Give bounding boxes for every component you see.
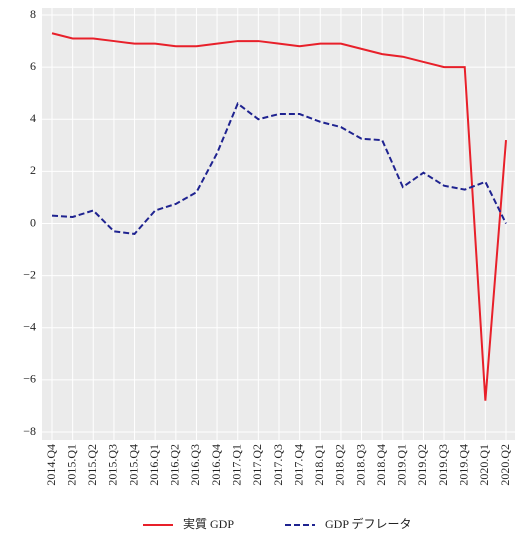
x-tick-label: 2018.Q3 — [353, 444, 367, 486]
data-line — [51, 32, 507, 401]
x-tick-label: 2020.Q2 — [498, 444, 512, 486]
y-tick-label: −2 — [23, 267, 36, 281]
x-tick-label: 2019.Q3 — [436, 444, 450, 486]
x-tick-label: 2014.Q4 — [44, 444, 58, 486]
x-tick-label: 2019.Q2 — [415, 444, 429, 486]
y-tick-label: −4 — [23, 320, 36, 334]
x-tick-label: 2018.Q1 — [312, 444, 326, 486]
legend-label: 実質 GDP — [183, 516, 234, 531]
x-tick-label: 2016.Q2 — [168, 444, 182, 486]
x-tick-label: 2018.Q4 — [374, 444, 388, 486]
x-tick-label: 2017.Q4 — [291, 444, 305, 486]
y-tick-label: 0 — [30, 215, 36, 229]
x-tick-label: 2015.Q4 — [126, 444, 140, 486]
x-tick-label: 2019.Q4 — [456, 444, 470, 486]
x-tick-label: 2017.Q3 — [271, 444, 285, 486]
x-tick-label: 2017.Q1 — [229, 444, 243, 486]
y-tick-label: 4 — [30, 111, 36, 125]
legend-label: GDP デフレータ — [325, 516, 412, 531]
data-line — [51, 102, 507, 235]
y-tick-label: −6 — [23, 372, 36, 386]
x-tick-label: 2016.Q3 — [188, 444, 202, 486]
y-tick-label: −8 — [23, 424, 36, 438]
x-tick-label: 2015.Q1 — [64, 444, 78, 486]
x-tick-label: 2016.Q4 — [209, 444, 223, 486]
y-tick-label: 6 — [30, 59, 36, 73]
x-tick-label: 2018.Q2 — [333, 444, 347, 486]
x-tick-label: 2020.Q1 — [477, 444, 491, 486]
y-tick-label: 2 — [30, 163, 36, 177]
x-tick-label: 2019.Q1 — [395, 444, 409, 486]
x-tick-label: 2016.Q1 — [147, 444, 161, 486]
y-tick-label: 8 — [30, 7, 36, 21]
x-tick-label: 2017.Q2 — [250, 444, 264, 486]
x-tick-label: 2015.Q3 — [106, 444, 120, 486]
x-tick-label: 2015.Q2 — [85, 444, 99, 486]
